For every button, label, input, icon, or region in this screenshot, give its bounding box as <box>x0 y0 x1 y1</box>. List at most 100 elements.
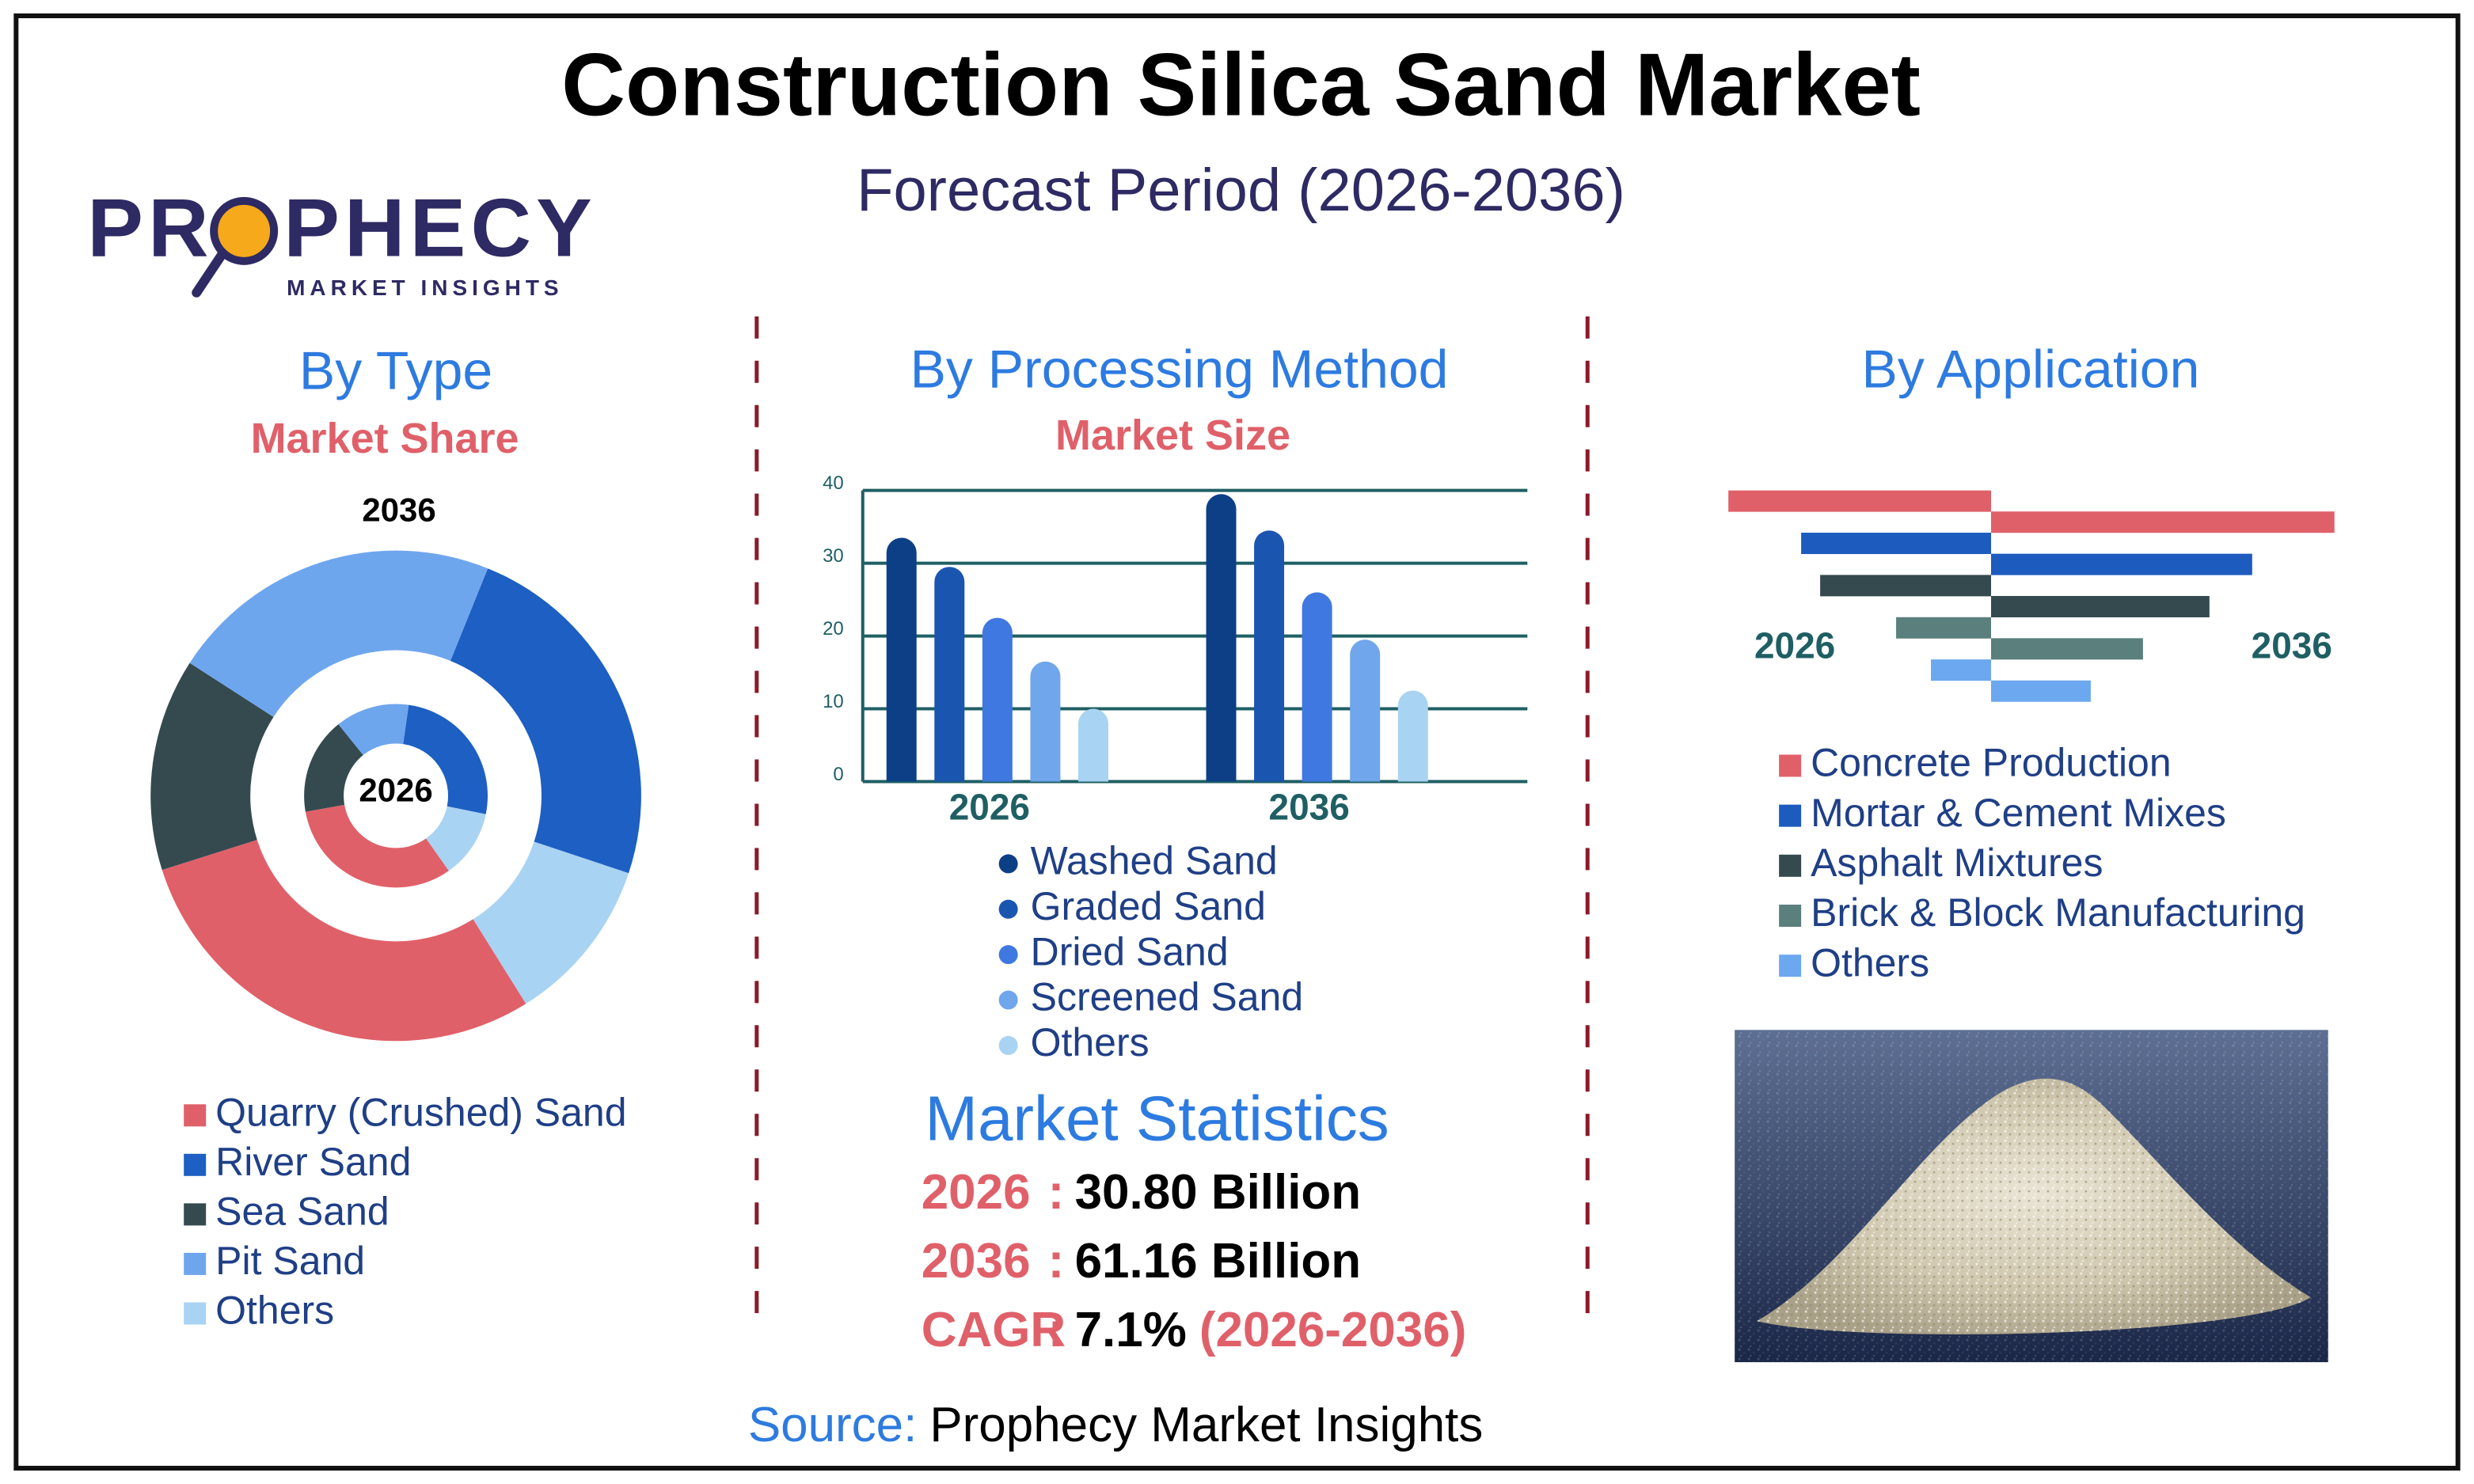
stat-value: 61.16 Billion <box>1075 1235 1362 1289</box>
legend-label: Others <box>1811 940 1929 985</box>
legend-swatch <box>998 990 1018 1010</box>
panel-subtitle: Market Size <box>1055 412 1290 459</box>
legend-label: Others <box>1031 1020 1150 1065</box>
bar <box>1931 659 1991 681</box>
legend-label: Graded Sand <box>1031 884 1266 928</box>
logo-lens <box>210 196 279 265</box>
legend-label: Pit Sand <box>215 1239 365 1283</box>
panel-title: By Type <box>299 341 492 401</box>
bar <box>1728 490 1991 512</box>
legend-label: River Sand <box>215 1140 411 1184</box>
ring-label: 2026 <box>359 772 432 809</box>
source-text: Prophecy Market Insights <box>929 1398 1483 1452</box>
stat-row: 2026:30.80 Billion <box>922 1166 1361 1220</box>
source: Source: Prophecy Market Insights <box>748 1398 1484 1452</box>
y-tick-label: 10 <box>823 691 844 712</box>
donut-slice <box>450 568 641 874</box>
stat-separator: : <box>1048 1235 1065 1289</box>
bar <box>1801 533 1991 555</box>
donut-slice <box>150 662 274 871</box>
panel-subtitle: Market Share <box>251 415 519 462</box>
donut-slice <box>338 704 409 756</box>
stat-row: 2036:61.16 Billion <box>922 1235 1361 1289</box>
bar <box>1350 640 1381 782</box>
legend-swatch <box>184 1153 207 1176</box>
stat-value: 30.80 Billion <box>1075 1166 1362 1220</box>
logo: PROPHECY MARKET INSIGHTS <box>87 182 597 300</box>
legend-label: Concrete Production <box>1811 741 2172 785</box>
x-tick-label: 2036 <box>1269 787 1350 828</box>
bar <box>1206 494 1237 782</box>
bar <box>1896 617 1991 639</box>
legend-label: Sea Sand <box>215 1190 390 1234</box>
stat-label: 2026 <box>922 1166 1031 1220</box>
logo-tagline: MARKET INSIGHTS <box>287 275 563 300</box>
bar <box>1254 530 1285 782</box>
source-label: Source: <box>748 1398 918 1452</box>
bar <box>1990 595 2210 617</box>
legend-swatch <box>998 945 1018 965</box>
legend-swatch <box>184 1104 207 1127</box>
logo-handle <box>192 249 227 298</box>
stat-separator: : <box>1048 1166 1065 1220</box>
legend-swatch <box>998 899 1018 919</box>
panel-title: By Application <box>1862 340 2200 400</box>
stat-label: CAGR <box>922 1303 1066 1357</box>
stat-period: (2026-2036) <box>1199 1303 1467 1357</box>
bar <box>982 617 1013 782</box>
y-tick-label: 0 <box>833 764 843 785</box>
ring-label: 2036 <box>362 492 435 529</box>
bar <box>1990 553 2252 575</box>
donut-slice <box>426 806 486 871</box>
title: Construction Silica Sand Market <box>561 36 1921 135</box>
legend-swatch <box>1779 955 1802 977</box>
stat-separator: : <box>1048 1303 1065 1357</box>
legend-label: Brick & Block Manufacturing <box>1811 890 2305 935</box>
stat-label: 2036 <box>922 1235 1031 1289</box>
legend-label: Others <box>215 1289 334 1333</box>
bar <box>1990 511 2335 533</box>
legend-swatch <box>184 1302 207 1325</box>
logo-name: PROPHECY <box>87 182 597 274</box>
legend-swatch <box>184 1252 207 1275</box>
donut-slice <box>305 804 449 888</box>
legend-swatch <box>1779 754 1802 777</box>
side-label: 2036 <box>2252 625 2332 666</box>
legend-label: Mortar & Cement Mixes <box>1811 791 2226 835</box>
legend-swatch <box>1779 804 1802 827</box>
bar <box>1990 638 2143 660</box>
subtitle: Forecast Period (2026-2036) <box>857 157 1625 224</box>
donut-slice <box>189 550 488 717</box>
panel-title: By Processing Method <box>910 340 1449 400</box>
bar <box>1397 690 1428 782</box>
legend-label: Asphalt Mixtures <box>1811 841 2103 885</box>
legend-swatch <box>1779 854 1802 877</box>
donut-slice <box>473 841 629 1004</box>
bar <box>886 537 917 782</box>
legend-label: Washed Sand <box>1031 839 1278 883</box>
legend-label: Screened Sand <box>1031 975 1304 1019</box>
donut-slice <box>162 840 526 1042</box>
legend-label: Dried Sand <box>1031 929 1229 974</box>
stat-row: CAGR: 7.1% (2026-2036) <box>922 1303 1467 1357</box>
side-label: 2026 <box>1754 625 1835 666</box>
y-tick-label: 20 <box>823 618 844 640</box>
sand-photo <box>1735 1030 2328 1363</box>
bar <box>1078 708 1108 782</box>
stat-value: 7.1% <box>1075 1303 1187 1357</box>
donut-slice <box>304 724 363 812</box>
legend-swatch <box>184 1203 207 1226</box>
bar <box>1030 661 1061 782</box>
x-tick-label: 2026 <box>949 787 1030 828</box>
donut-slice <box>403 704 488 814</box>
bar <box>1990 680 2091 702</box>
legend-swatch <box>998 1035 1018 1055</box>
bar <box>1302 592 1332 782</box>
bar <box>934 567 965 782</box>
y-tick-label: 30 <box>823 545 844 567</box>
y-tick-label: 40 <box>823 473 844 494</box>
legend-swatch <box>1779 904 1802 927</box>
legend-swatch <box>998 854 1018 874</box>
bar <box>1820 575 1991 597</box>
